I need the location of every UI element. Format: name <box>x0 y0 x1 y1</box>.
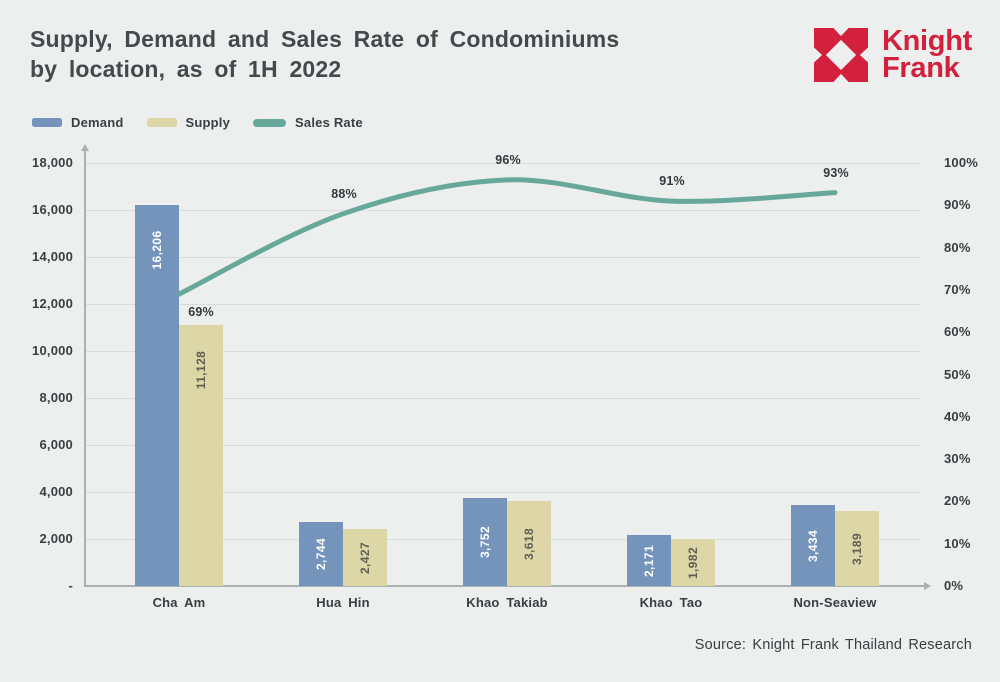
x-axis-arrow-icon <box>924 581 931 590</box>
chart-title: Supply, Demand and Sales Rate of Condomi… <box>30 24 619 84</box>
brand-line1: Knight <box>881 25 972 57</box>
gridline <box>84 351 920 352</box>
demand-bar-cha-am: 16,206 <box>135 205 179 586</box>
supply-bar-non-seaview: 3,189 <box>835 511 879 586</box>
gridline <box>84 257 920 258</box>
report-header: Supply, Demand and Sales Rate of Condomi… <box>30 24 972 84</box>
chart-title-line2: by location, as of 1H 2022 <box>30 56 342 82</box>
category-label: Non-Seaview <box>793 595 877 610</box>
gridline <box>84 398 920 399</box>
supply-bar-hua-hin: 2,427 <box>343 529 387 586</box>
knight-frank-logo-icon <box>813 28 868 82</box>
demand-bar-khao-takiab: 3,752 <box>463 497 507 586</box>
legend-item-demand: Demand <box>32 115 124 130</box>
sales-rate-path <box>176 177 838 297</box>
sales-rate-swatch-icon <box>253 118 287 127</box>
secondary-axis-tick-label: 60% <box>944 324 971 339</box>
sales-rate-line <box>176 177 838 297</box>
category-label: Cha Am <box>152 595 206 610</box>
secondary-axis-tick-label: 20% <box>944 493 971 508</box>
demand-swatch-icon <box>32 118 62 127</box>
y-axis-tick-label: 4,000 <box>39 484 73 499</box>
demand-bar-non-seaview: 3,434 <box>791 505 835 586</box>
sales-rate-value-label: 93% <box>823 165 849 180</box>
supply-bar-cha-am: 11,128 <box>179 324 223 586</box>
secondary-axis-tick-label: 80% <box>944 240 971 255</box>
sales-rate-value-label: 96% <box>495 152 521 167</box>
chart-title-line1: Supply, Demand and Sales Rate of Condomi… <box>30 26 620 52</box>
legend-label-supply: Supply <box>185 115 231 130</box>
knight-frank-wordmark: Knight Frank <box>881 25 972 84</box>
category-label: Khao Takiab <box>466 595 548 610</box>
secondary-axis-tick-label: 50% <box>944 367 971 382</box>
y-axis-tick-label: 18,000 <box>32 155 73 170</box>
y-axis-arrow-icon <box>81 144 89 151</box>
sales-rate-value-label: 91% <box>659 174 685 189</box>
legend-label-demand: Demand <box>71 115 124 130</box>
knight-frank-logo: Knight Frank <box>813 24 972 84</box>
legend-label-sales-rate: Sales Rate <box>295 115 363 130</box>
y-axis-line <box>84 151 86 586</box>
source-note: Source: Knight Frank Thailand Research <box>694 637 972 653</box>
category-label: Hua Hin <box>316 595 370 610</box>
y-axis-tick-label: 16,000 <box>32 202 73 217</box>
y-axis-tick-label: 2,000 <box>39 531 73 546</box>
demand-bar-khao-tao: 2,171 <box>627 535 671 586</box>
secondary-axis-tick-label: 90% <box>944 197 971 212</box>
y-axis-tick-label: 6,000 <box>39 437 73 452</box>
y-axis-tick-label: 8,000 <box>39 390 73 405</box>
sales-rate-value-label: 69% <box>188 305 214 320</box>
supply-bar-khao-tao: 1,982 <box>671 539 715 586</box>
legend-item-supply: Supply <box>146 115 231 130</box>
chart-legend: Demand Supply Sales Rate <box>32 115 363 130</box>
supply-bar-khao-takiab: 3,618 <box>507 501 551 586</box>
secondary-axis-tick-label: 30% <box>944 451 971 466</box>
sales-rate-value-label: 88% <box>331 186 357 201</box>
secondary-axis-tick-label: 0% <box>944 578 964 593</box>
demand-bar-hua-hin: 2,744 <box>299 521 343 586</box>
y-axis-tick-label: 14,000 <box>32 249 73 264</box>
y-axis-tick-label: - <box>68 578 73 593</box>
secondary-axis-tick-label: 100% <box>944 155 979 170</box>
supply-swatch-icon <box>146 118 177 127</box>
secondary-axis-tick-label: 10% <box>944 536 971 551</box>
secondary-axis-tick-label: 70% <box>944 282 971 297</box>
gridline <box>84 163 920 164</box>
gridline <box>84 492 920 493</box>
brand-line2: Frank <box>881 52 960 84</box>
y-axis-tick-label: 12,000 <box>32 296 73 311</box>
gridline <box>84 210 920 211</box>
y-axis-tick-label: 10,000 <box>32 343 73 358</box>
gridline <box>84 445 920 446</box>
secondary-axis-tick-label: 40% <box>944 409 971 424</box>
gridline <box>84 304 920 305</box>
legend-item-sales-rate: Sales Rate <box>253 115 363 130</box>
category-label: Khao Tao <box>639 595 703 610</box>
